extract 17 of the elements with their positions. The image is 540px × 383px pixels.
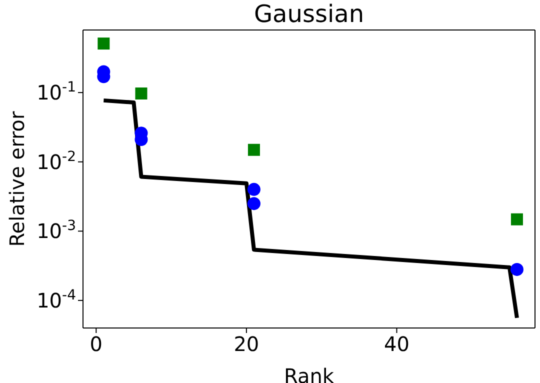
x-tick-label: 20 (234, 332, 260, 356)
y-tick-label: 10$^{-3}$ (36, 218, 76, 244)
y-tick-label: 10$^{-4}$ (36, 287, 76, 312)
point (510, 213, 523, 226)
y-axis-title: Relative error (5, 110, 29, 247)
point (248, 144, 260, 156)
x-axis-title: Rank (284, 364, 334, 383)
y-tick-label: 10$^{-2}$ (36, 148, 76, 174)
point (510, 262, 524, 276)
y-tick-label: 10$^{-1}$ (36, 80, 76, 105)
x-tick-label: 40 (384, 332, 410, 356)
chart-title: Gaussian (252, 0, 366, 28)
x-tick-label: 0 (90, 332, 103, 356)
point (247, 182, 260, 196)
point (135, 87, 148, 100)
point (98, 38, 110, 50)
point (247, 197, 260, 210)
